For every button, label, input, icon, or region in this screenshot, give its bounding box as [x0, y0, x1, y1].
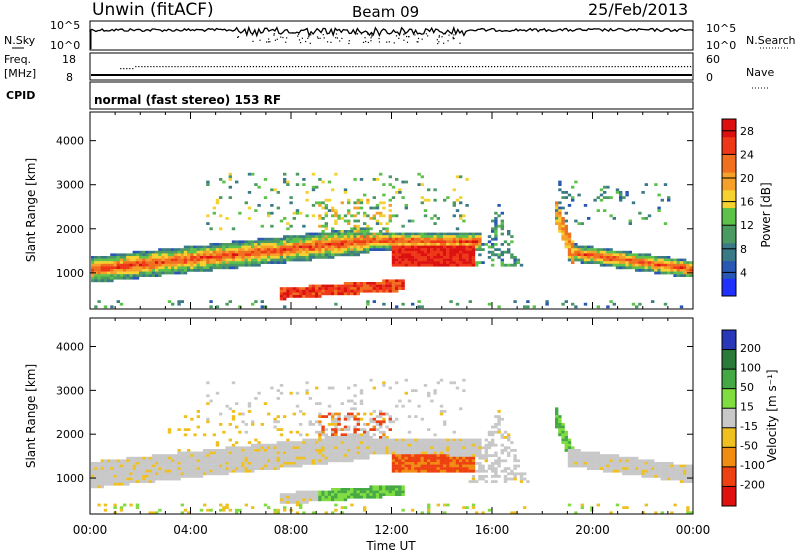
station-title: Unwin (fitACF) [92, 0, 214, 20]
colorbar-tick-label: -50 [740, 440, 758, 453]
colorbar-swatch [722, 278, 736, 297]
freq-unit-label: [MHz] [4, 67, 36, 80]
colorbar-swatch [722, 225, 736, 244]
colorbar-swatch [722, 349, 736, 370]
power-colorbar-label: Power [dB] [759, 182, 773, 247]
power-colorbar: 4 8 12 16 20 24 28 [721, 118, 754, 297]
velocity-axes: 1000 2000 3000 4000 [56, 318, 694, 514]
y-tick-label: 3000 [56, 384, 84, 397]
noise-right-label: N.Search [746, 34, 796, 47]
colorbar-tick-label: 12 [740, 219, 754, 232]
colorbar-swatch [722, 369, 736, 390]
noise-right-tick-high: 10^5 [706, 22, 736, 35]
colorbar-tick-label: 24 [740, 148, 754, 161]
freq-trace [91, 66, 692, 76]
y-tick-label: 1000 [56, 267, 84, 280]
colorbar-swatch [722, 408, 736, 429]
colorbar-tick-label: -100 [740, 459, 765, 472]
colorbar-tick-label: 50 [740, 381, 754, 394]
colorbar-swatch [722, 260, 736, 279]
y-tick-label: 1000 [56, 472, 84, 485]
colorbar-swatch [722, 154, 736, 173]
colorbar-swatch [722, 119, 736, 138]
nave-label: Nave [746, 66, 774, 79]
x-tick-label: 16:00 [475, 523, 510, 537]
y-tick-label: 4000 [56, 135, 84, 148]
colorbar-tick-label: 200 [740, 342, 761, 355]
colorbar-tick-label: -15 [740, 420, 758, 433]
colorbar-tick-label: 100 [740, 361, 761, 374]
freq-tick-low: 8 [66, 71, 73, 84]
y-tick-label: 4000 [56, 341, 84, 354]
colorbar-swatch [722, 172, 736, 191]
y-tick-label: 2000 [56, 428, 84, 441]
x-tick-label: 00:00 [73, 523, 108, 537]
x-axis-label: Time UT [365, 539, 416, 553]
power-heatmap [91, 172, 693, 309]
colorbar-tick-label: 4 [740, 266, 747, 279]
colorbar-tick-label: 8 [740, 243, 747, 256]
noise-right-tick-low: 10^0 [706, 39, 736, 52]
colorbar-tick-label: 28 [740, 125, 754, 138]
freq-tick-high: 18 [62, 53, 76, 66]
colorbar-tick-label: 16 [740, 196, 754, 209]
colorbar-tick-label: 15 [740, 400, 754, 413]
colorbar-swatch [722, 486, 736, 507]
noise-panel: N.Sky 10^5 10^0 10^5 10^0 N.Search [4, 19, 796, 52]
power-axes: 1000 2000 3000 4000 [56, 112, 694, 309]
velocity-y-label: Slant Range [km] [24, 364, 38, 468]
velocity-colorbar-label: Velocity [m s⁻¹] [765, 369, 779, 462]
noise-left-tick-low: 10^0 [50, 39, 80, 52]
colorbar-swatch [722, 466, 736, 487]
colorbar-tick-label: -200 [740, 479, 765, 492]
colorbar-swatch [722, 330, 736, 351]
x-tick-label: 20:00 [575, 523, 610, 537]
noise-trace [89, 25, 694, 49]
y-tick-label: 3000 [56, 179, 84, 192]
velocity-colorbar: 200 100 50 15 -15 -50 -100 -200 [721, 329, 765, 507]
x-tick-labels: 00:00 04:00 08:00 12:00 16:00 20:00 00:00 [73, 523, 711, 537]
noise-left-tick-high: 10^5 [50, 19, 80, 32]
colorbar-swatch [722, 207, 736, 226]
power-y-label: Slant Range [km] [24, 158, 38, 262]
nave-tick-high: 60 [706, 53, 720, 66]
date-title: 25/Feb/2013 [588, 0, 688, 19]
x-tick-label: 00:00 [676, 523, 711, 537]
freq-panel: Freq. [MHz] 18 8 60 0 Nave [4, 52, 774, 89]
cpid-text: normal (fast stereo) 153 RF [94, 93, 281, 107]
x-tick-label: 04:00 [173, 523, 208, 537]
colorbar-swatch [722, 388, 736, 409]
x-tick-label: 12:00 [374, 523, 409, 537]
colorbar-tick-label: 20 [740, 172, 754, 185]
colorbar-swatch [722, 136, 736, 155]
noise-left-label: N.Sky [4, 34, 36, 47]
colorbar-swatch [722, 242, 736, 262]
velocity-panel: 1000 2000 3000 4000 Slant Range [km] 200 100… [24, 317, 779, 515]
colorbar-swatch [722, 427, 736, 448]
nave-tick-low: 0 [706, 71, 713, 84]
freq-label: Freq. [4, 53, 31, 66]
x-tick-label: 08:00 [274, 523, 309, 537]
cpid-panel: CPID normal (fast stereo) 153 RF [6, 81, 694, 110]
power-panel: 1000 2000 3000 4000 Slant Range [km] 4 8 12 16… [24, 111, 773, 310]
y-tick-label: 2000 [56, 223, 84, 236]
beam-title: Beam 09 [352, 3, 419, 21]
colorbar-swatch [722, 447, 736, 468]
cpid-label: CPID [6, 89, 35, 102]
velocity-heatmap [91, 378, 693, 515]
colorbar-swatch [722, 189, 736, 208]
